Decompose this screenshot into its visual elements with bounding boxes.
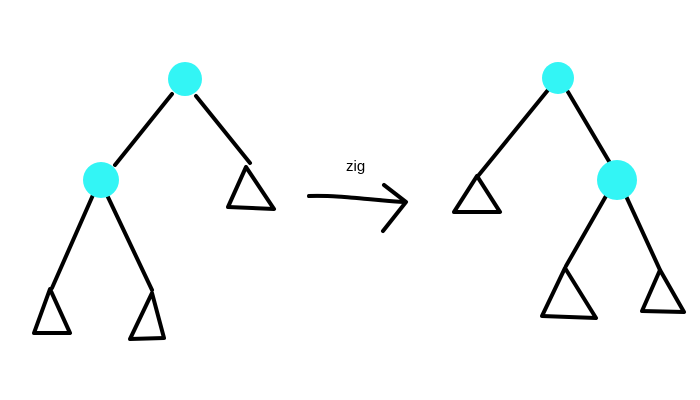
edge-child-to-left-subtree [50,193,95,290]
edge-child-to-left-subtree [564,194,608,268]
subtree-triangle [452,174,502,214]
root-node [542,62,574,94]
rotation-arrow [307,183,408,233]
subtree-triangle [32,287,72,335]
subtree-triangle [540,266,598,320]
root-node [168,62,202,96]
edge-child-to-right-subtree [105,193,154,292]
edge-root-to-left-child [113,92,174,167]
left-child-node [83,162,119,198]
tree-before [32,62,276,341]
edge-child-to-right-subtree [624,194,662,272]
edge-root-to-left-subtree [476,88,550,178]
operation-label: zig [346,158,365,175]
edge-root-to-right-subtree [194,94,252,165]
subtree-triangle [640,268,686,314]
edge-root-to-right-child [566,90,612,165]
arrow-shaft [307,193,406,204]
right-child-node [597,160,637,200]
subtree-triangle [128,291,166,341]
tree-after [452,62,686,320]
subtree-triangle [226,165,276,211]
arrow-head [381,183,408,233]
